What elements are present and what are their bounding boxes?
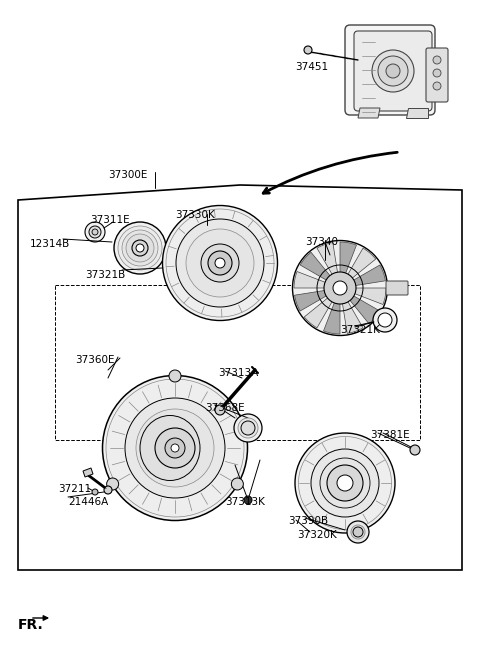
- Ellipse shape: [386, 64, 400, 78]
- Circle shape: [171, 444, 179, 452]
- Ellipse shape: [122, 230, 158, 266]
- Ellipse shape: [186, 229, 254, 297]
- Text: 37451: 37451: [295, 62, 328, 72]
- Wedge shape: [304, 288, 340, 328]
- Wedge shape: [300, 252, 340, 288]
- Ellipse shape: [299, 437, 392, 529]
- Text: FR.: FR.: [18, 618, 44, 632]
- Ellipse shape: [238, 418, 258, 438]
- Circle shape: [433, 56, 441, 64]
- Ellipse shape: [351, 525, 365, 539]
- Ellipse shape: [201, 244, 239, 282]
- Polygon shape: [83, 468, 93, 477]
- Wedge shape: [340, 265, 385, 288]
- Ellipse shape: [114, 222, 166, 274]
- Text: 12314B: 12314B: [30, 239, 70, 249]
- Circle shape: [231, 478, 243, 490]
- Text: 37313A: 37313A: [218, 368, 258, 378]
- Text: 37390B: 37390B: [288, 516, 328, 526]
- Ellipse shape: [103, 376, 248, 521]
- Wedge shape: [317, 243, 340, 288]
- Wedge shape: [340, 248, 376, 288]
- Ellipse shape: [347, 521, 369, 543]
- Circle shape: [433, 69, 441, 77]
- Circle shape: [104, 486, 112, 494]
- Circle shape: [92, 229, 98, 235]
- Circle shape: [373, 308, 397, 332]
- Ellipse shape: [136, 244, 144, 252]
- Ellipse shape: [132, 240, 148, 256]
- Text: 37321K: 37321K: [340, 325, 380, 335]
- Ellipse shape: [295, 433, 395, 533]
- Circle shape: [155, 428, 195, 468]
- Ellipse shape: [106, 379, 244, 517]
- Wedge shape: [294, 271, 340, 288]
- Circle shape: [92, 489, 98, 495]
- Circle shape: [337, 475, 353, 491]
- Wedge shape: [324, 288, 340, 334]
- Ellipse shape: [320, 458, 370, 508]
- Circle shape: [353, 527, 363, 537]
- Text: 37368E: 37368E: [205, 403, 245, 413]
- Ellipse shape: [140, 415, 200, 480]
- Bar: [55, 285, 420, 440]
- Text: 37320K: 37320K: [297, 530, 337, 540]
- Circle shape: [165, 438, 185, 458]
- FancyBboxPatch shape: [386, 281, 408, 295]
- Wedge shape: [295, 288, 340, 311]
- Ellipse shape: [378, 56, 408, 86]
- Ellipse shape: [118, 226, 162, 270]
- Circle shape: [169, 370, 181, 382]
- Text: 37211: 37211: [58, 484, 91, 494]
- Circle shape: [304, 46, 312, 54]
- Circle shape: [85, 222, 105, 242]
- Wedge shape: [340, 288, 380, 324]
- Text: 37313K: 37313K: [225, 497, 265, 507]
- Circle shape: [89, 226, 101, 238]
- Ellipse shape: [176, 219, 264, 307]
- Circle shape: [410, 445, 420, 455]
- Circle shape: [433, 82, 441, 90]
- Ellipse shape: [372, 50, 414, 92]
- Ellipse shape: [125, 398, 225, 498]
- Circle shape: [333, 281, 347, 295]
- Wedge shape: [340, 242, 357, 288]
- Ellipse shape: [292, 240, 387, 335]
- Text: 37300E: 37300E: [108, 170, 147, 180]
- Ellipse shape: [311, 449, 379, 517]
- Wedge shape: [340, 288, 386, 305]
- Ellipse shape: [136, 409, 214, 487]
- Text: 21446A: 21446A: [68, 497, 108, 507]
- Ellipse shape: [234, 414, 262, 442]
- Ellipse shape: [163, 206, 277, 320]
- Text: 37340: 37340: [305, 237, 338, 247]
- Circle shape: [244, 496, 252, 504]
- Circle shape: [107, 478, 119, 490]
- Polygon shape: [406, 108, 428, 118]
- Wedge shape: [340, 288, 363, 333]
- FancyBboxPatch shape: [426, 48, 448, 102]
- Circle shape: [378, 313, 392, 327]
- Circle shape: [327, 465, 363, 501]
- Polygon shape: [358, 108, 380, 118]
- FancyBboxPatch shape: [345, 25, 435, 115]
- FancyBboxPatch shape: [354, 31, 432, 111]
- Circle shape: [215, 405, 225, 415]
- Ellipse shape: [166, 209, 274, 317]
- Circle shape: [208, 251, 232, 275]
- Circle shape: [324, 272, 356, 304]
- Circle shape: [215, 258, 225, 268]
- Circle shape: [241, 421, 255, 435]
- Text: 37311E: 37311E: [90, 215, 130, 225]
- Text: 37360E: 37360E: [75, 355, 115, 365]
- Text: 37321B: 37321B: [85, 270, 125, 280]
- Text: 37381E: 37381E: [370, 430, 409, 440]
- Ellipse shape: [126, 234, 154, 262]
- Text: 37330K: 37330K: [175, 210, 215, 220]
